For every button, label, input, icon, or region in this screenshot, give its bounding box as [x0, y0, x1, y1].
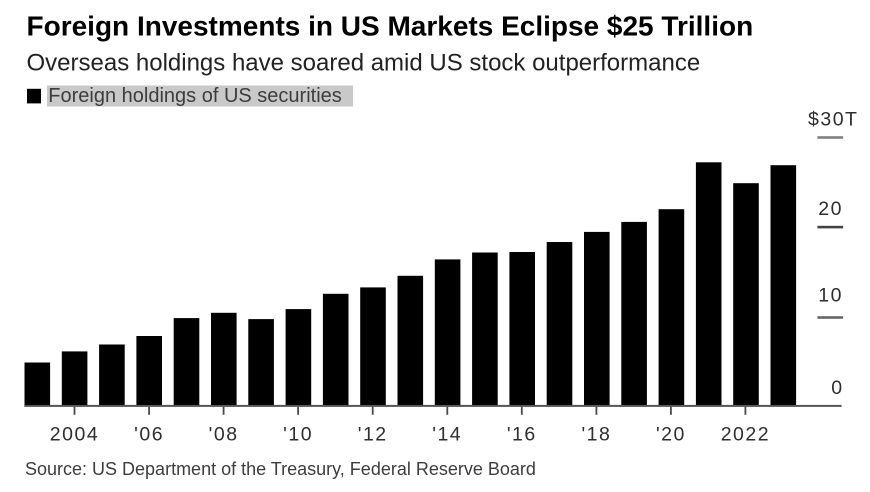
svg-text:2004: 2004	[50, 423, 99, 445]
svg-text:0: 0	[831, 377, 843, 399]
svg-text:20: 20	[818, 198, 843, 220]
svg-text:'10: '10	[283, 423, 313, 445]
svg-text:$30T: $30T	[808, 108, 858, 130]
svg-text:Foreign holdings of US securit: Foreign holdings of US securities	[48, 85, 341, 107]
svg-text:'20: '20	[656, 423, 686, 445]
svg-text:'12: '12	[358, 423, 388, 445]
svg-text:'08: '08	[209, 423, 239, 445]
svg-text:10: 10	[818, 285, 843, 307]
svg-text:'18: '18	[581, 423, 611, 445]
svg-text:Source: US Department of the T: Source: US Department of the Treasury, F…	[25, 459, 536, 479]
svg-text:2022: 2022	[721, 423, 770, 445]
svg-text:'14: '14	[432, 423, 462, 445]
svg-text:'16: '16	[507, 423, 537, 445]
svg-text:Foreign Investments in US Mark: Foreign Investments in US Markets Eclips…	[27, 11, 754, 42]
svg-text:'06: '06	[134, 423, 164, 445]
svg-text:Overseas holdings have soared: Overseas holdings have soared amid US st…	[27, 50, 701, 77]
